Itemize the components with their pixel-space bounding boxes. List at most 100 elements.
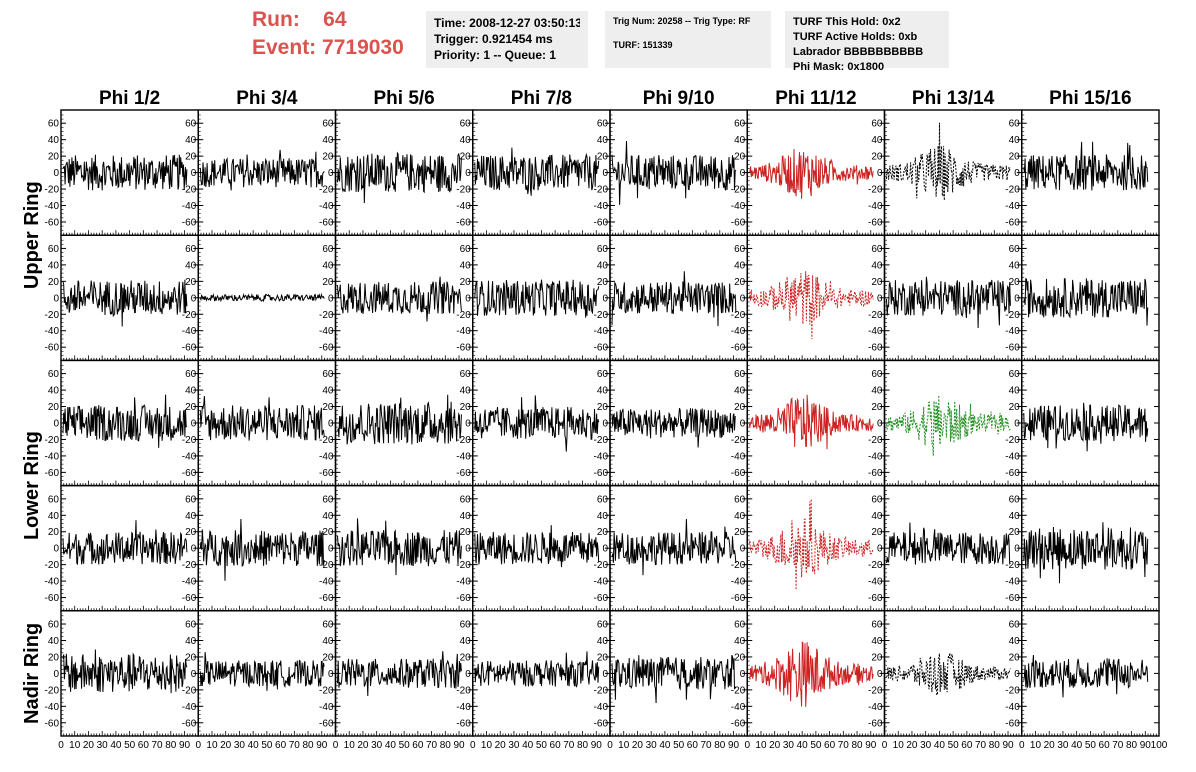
y-tick-label: -60 — [319, 468, 334, 479]
x-tick-label: 90 — [179, 740, 191, 751]
y-tick-label: 40 — [48, 260, 60, 271]
y-tick-label: -60 — [456, 217, 471, 228]
y-tick-label: 20 — [1009, 527, 1021, 538]
event-label: Event: — [252, 36, 317, 59]
y-tick-label: -40 — [1005, 201, 1020, 212]
y-tick-label: 60 — [734, 244, 746, 255]
y-tick-label: -40 — [868, 577, 883, 588]
y-tick-label: 0 — [465, 419, 471, 430]
y-tick-label: -60 — [868, 718, 883, 729]
y-tick-label: 20 — [460, 652, 472, 663]
x-tick-label: 20 — [906, 740, 918, 751]
y-tick-label: -60 — [45, 468, 60, 479]
y-tick-label: 20 — [734, 277, 746, 288]
y-tick-label: -20 — [731, 435, 746, 446]
run-line: Run: 64 — [252, 6, 422, 34]
y-tick-label: 60 — [1009, 244, 1021, 255]
y-tick-label: -20 — [1005, 685, 1020, 696]
y-tick-label: 60 — [48, 494, 60, 505]
y-tick-label: 60 — [1009, 369, 1021, 380]
y-tick-label: 0 — [1014, 419, 1020, 430]
y-tick-label: 40 — [1009, 511, 1021, 522]
y-tick-label: 60 — [460, 244, 472, 255]
y-tick-label: -20 — [456, 310, 471, 321]
phi-column-label: Phi 1/2 — [99, 88, 160, 109]
turf-num-text: TURF: 151339 — [613, 40, 673, 50]
y-tick-label: 0 — [465, 293, 471, 304]
y-tick-label: 40 — [597, 511, 609, 522]
y-tick-label: 0 — [465, 669, 471, 680]
x-tick-label: 60 — [275, 740, 287, 751]
y-tick-label: -40 — [456, 201, 471, 212]
y-tick-label: -40 — [868, 201, 883, 212]
waveform-trace — [886, 652, 1011, 696]
labrador-text: Labrador BBBBBBBBBB — [793, 46, 924, 58]
x-tick-label: 80 — [577, 740, 589, 751]
waveform-trace — [886, 122, 1011, 201]
y-tick-label: 60 — [871, 119, 883, 130]
waveform-trace — [474, 395, 600, 452]
trig-num-text: Trig Num: 20258 -- Trig Type: RF — [613, 16, 751, 26]
x-tick-label: 60 — [687, 740, 699, 751]
y-tick-label: -40 — [182, 702, 197, 713]
y-tick-label: 60 — [871, 494, 883, 505]
y-tick-label: -20 — [182, 435, 197, 446]
y-tick-label: 20 — [1009, 152, 1021, 163]
phi-column-label: Phi 11/12 — [775, 88, 856, 109]
x-tick-label: 60 — [824, 740, 836, 751]
y-tick-label: 0 — [191, 669, 197, 680]
waveform-trace — [337, 651, 462, 697]
waveform-trace — [1023, 522, 1149, 584]
y-tick-label: -20 — [319, 560, 334, 571]
priority-text: Priority: 1 -- Queue: 1 — [434, 48, 557, 62]
y-tick-label: -40 — [45, 326, 60, 337]
y-tick-label: -60 — [456, 593, 471, 604]
x-tick-label: 10 — [1030, 740, 1042, 751]
y-tick-label: 60 — [1009, 620, 1021, 631]
x-tick-label: 30 — [508, 740, 520, 751]
panel-frame — [609, 610, 748, 737]
y-tick-label: 40 — [48, 511, 60, 522]
x-tick-label: 60 — [961, 740, 973, 751]
y-tick-label: -60 — [456, 468, 471, 479]
y-tick-label: 20 — [1009, 652, 1021, 663]
turf-active-text: TURF Active Holds: 0xb — [793, 31, 918, 43]
y-tick-label: 40 — [322, 636, 334, 647]
event-line: Event: 7719030 — [252, 34, 422, 62]
y-tick-label: 60 — [597, 119, 609, 130]
y-tick-label: 0 — [602, 419, 608, 430]
y-tick-label: 40 — [322, 135, 334, 146]
y-tick-label: 0 — [740, 168, 746, 179]
y-tick-label: 40 — [871, 135, 883, 146]
x-tick-label: 10 — [69, 740, 81, 751]
y-tick-label: 40 — [1009, 386, 1021, 397]
y-tick-label: -20 — [868, 685, 883, 696]
y-tick-label: 40 — [185, 135, 197, 146]
y-tick-label: 40 — [48, 135, 60, 146]
panel-frame — [334, 359, 474, 487]
x-tick-label: 90 — [453, 740, 465, 751]
x-tick-label: 80 — [714, 740, 726, 751]
x-tick-label: 50 — [948, 740, 960, 751]
y-tick-label: -40 — [868, 326, 883, 337]
waveform-trace — [1023, 654, 1149, 698]
y-tick-label: -60 — [1005, 593, 1020, 604]
waveform-trace — [62, 520, 188, 566]
y-tick-label: 0 — [877, 669, 883, 680]
waveform-trace — [748, 498, 874, 591]
x-tick-label: 10 — [893, 740, 905, 751]
y-tick-label: 20 — [1009, 277, 1021, 288]
y-tick-label: -60 — [731, 217, 746, 228]
y-tick-label: -20 — [1005, 435, 1020, 446]
y-tick-label: -20 — [45, 310, 60, 321]
y-tick-label: -60 — [1005, 217, 1020, 228]
y-tick-label: -60 — [1005, 343, 1020, 354]
y-tick-label: 60 — [597, 620, 609, 631]
y-tick-label: 40 — [597, 260, 609, 271]
y-tick-label: 0 — [877, 168, 883, 179]
y-tick-label: 0 — [191, 544, 197, 555]
y-tick-label: 20 — [597, 527, 609, 538]
y-tick-label: -60 — [868, 593, 883, 604]
x-tick-label: 80 — [989, 740, 1001, 751]
y-tick-label: 60 — [185, 119, 197, 130]
